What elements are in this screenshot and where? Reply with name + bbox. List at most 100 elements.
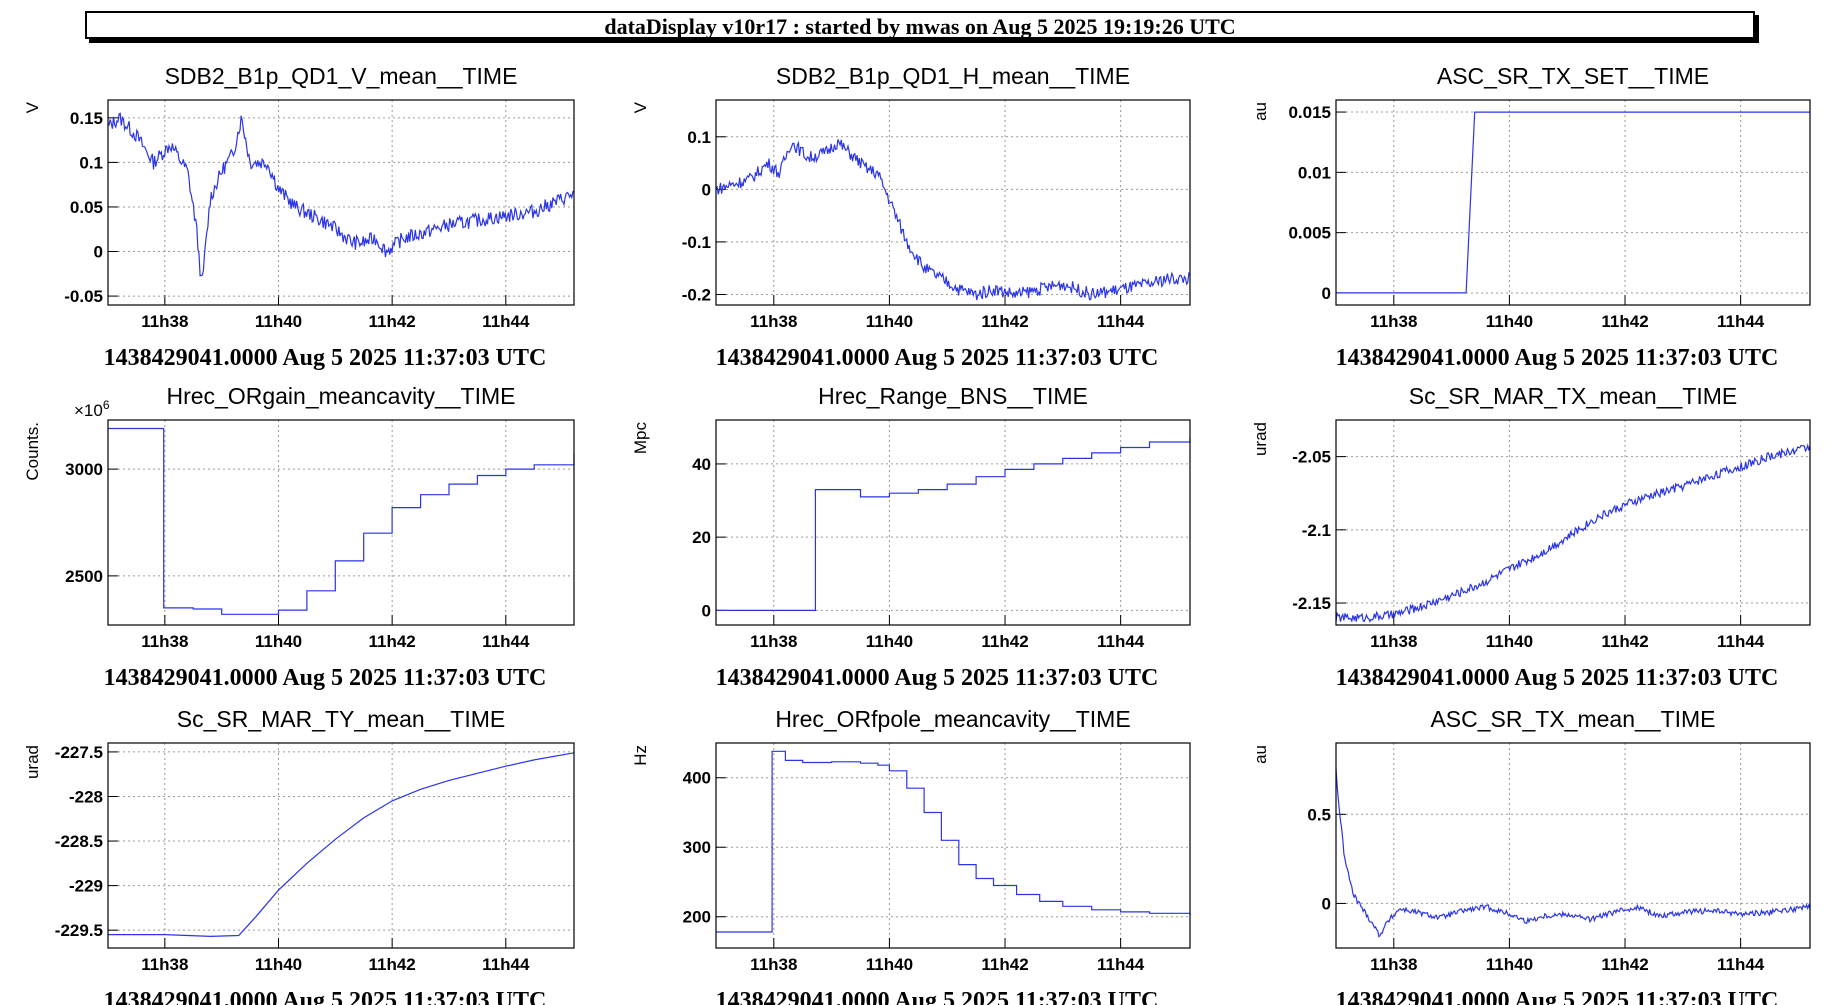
x-tick-label: 11h38 — [141, 632, 188, 651]
series-line-0 — [716, 750, 1191, 933]
plot-title: SDB2_B1p_QD1_H_mean__TIME — [776, 63, 1130, 89]
x-tick-label: 11h40 — [1486, 955, 1533, 974]
y-tick-label: -0.05 — [64, 287, 103, 306]
x-tick-label: 11h38 — [1370, 955, 1417, 974]
y-tick-label: -228 — [69, 787, 103, 806]
y-tick-label: -229 — [69, 877, 103, 896]
y-axis-title: V — [23, 101, 42, 113]
series-line-0 — [1335, 768, 1811, 938]
y-tick-label: -2.15 — [1292, 594, 1331, 613]
plot-panel-4: Hrec_Range_BNS__TIME Mpc 11h38 11h40 11h42 11… — [631, 383, 1191, 691]
plot-panel-0: SDB2_B1p_QD1_V_mean__TIME V 11h38 11h40 11h4… — [23, 63, 575, 371]
plot-timestamp: 1438429041.0000 Aug 5 2025 11:37:03 UTC — [104, 988, 547, 1005]
plot-title: Hrec_ORgain_meancavity__TIME — [167, 383, 516, 409]
y-tick-label: 0 — [1322, 894, 1331, 913]
plot-frame — [1335, 742, 1811, 949]
y-tick-label: 20 — [692, 528, 711, 547]
y-tick-label: -228.5 — [55, 832, 103, 851]
y-tick-label: -0.2 — [682, 285, 711, 304]
x-tick-label: 11h44 — [1097, 955, 1145, 974]
plot-frame — [1335, 419, 1811, 626]
plot-frame — [107, 419, 575, 626]
x-tick-label: 11h42 — [981, 632, 1028, 651]
x-tick-label: 11h38 — [1370, 632, 1417, 651]
y-tick-label: -2.05 — [1292, 448, 1331, 467]
plot-frame — [1335, 99, 1811, 306]
x-tick-label: 11h44 — [1717, 312, 1765, 331]
x-tick-label: 11h40 — [866, 632, 913, 651]
y-tick-label: 0.005 — [1288, 224, 1331, 243]
x-tick-label: 11h44 — [1717, 955, 1765, 974]
x-tick-label: 11h42 — [981, 955, 1028, 974]
x-tick-label: 11h38 — [141, 955, 188, 974]
y-tick-label: 0 — [702, 180, 711, 199]
series-line-0 — [108, 752, 575, 938]
y-tick-label: -227.5 — [55, 743, 103, 762]
plot-panel-7: Hrec_ORfpole_meancavity__TIME Hz 11h38 11h4… — [631, 706, 1191, 1005]
y-tick-label: 3000 — [65, 460, 103, 479]
y-tick-label: 400 — [683, 769, 711, 788]
y-tick-label: -229.5 — [55, 921, 103, 940]
x-tick-label: 11h44 — [482, 955, 530, 974]
y-axis-title: Hz — [631, 745, 650, 766]
x-tick-label: 11h44 — [1097, 632, 1145, 651]
y-tick-label: 0.015 — [1288, 103, 1331, 122]
y-tick-label: 200 — [683, 908, 711, 927]
x-tick-label: 11h40 — [1486, 312, 1533, 331]
plot-title: Hrec_Range_BNS__TIME — [818, 383, 1088, 409]
y-tick-label: 0.01 — [1298, 163, 1331, 182]
y-axis-title: urad — [23, 745, 42, 779]
y-tick-label: -0.1 — [682, 233, 711, 252]
plot-panel-1: SDB2_B1p_QD1_H_mean__TIME V 11h38 11h40 11h4… — [631, 63, 1191, 371]
x-tick-label: 11h42 — [369, 312, 416, 331]
app-title-banner: dataDisplay v10r17 : started by mwas on … — [85, 11, 1755, 39]
y-tick-label: 40 — [692, 455, 711, 474]
plot-frame — [107, 742, 575, 949]
plot-timestamp: 1438429041.0000 Aug 5 2025 11:37:03 UTC — [1336, 665, 1779, 691]
plot-timestamp: 1438429041.0000 Aug 5 2025 11:37:03 UTC — [716, 345, 1159, 371]
y-axis-title: Mpc — [631, 422, 650, 455]
plot-title: Sc_SR_MAR_TY_mean__TIME — [177, 706, 506, 732]
plot-frame — [107, 99, 575, 306]
axis-multiplier: ×106 — [74, 398, 110, 420]
x-tick-label: 11h44 — [482, 312, 530, 331]
y-axis-title: au — [1251, 745, 1270, 764]
series-line-0 — [1336, 111, 1810, 294]
x-tick-label: 11h44 — [1717, 632, 1765, 651]
x-tick-label: 11h42 — [1601, 955, 1648, 974]
plot-timestamp: 1438429041.0000 Aug 5 2025 11:37:03 UTC — [1336, 988, 1779, 1005]
x-tick-label: 11h42 — [369, 632, 416, 651]
x-tick-label: 11h38 — [750, 312, 797, 331]
x-tick-label: 11h38 — [141, 312, 188, 331]
plot-title: SDB2_B1p_QD1_V_mean__TIME — [165, 63, 518, 89]
axis-multiplier-base: ×10 — [74, 401, 103, 420]
plot-title: Sc_SR_MAR_TX_mean__TIME — [1409, 383, 1738, 409]
series-line-0 — [716, 438, 1191, 611]
y-tick-label: 0.1 — [687, 128, 711, 147]
plot-timestamp: 1438429041.0000 Aug 5 2025 11:37:03 UTC — [104, 345, 547, 371]
plot-frame — [715, 419, 1191, 626]
plot-title: ASC_SR_TX_mean__TIME — [1430, 706, 1715, 732]
plot-timestamp: 1438429041.0000 Aug 5 2025 11:37:03 UTC — [1336, 345, 1779, 371]
x-tick-label: 11h42 — [1601, 312, 1648, 331]
y-tick-label: -2.1 — [1302, 521, 1331, 540]
y-tick-label: 0 — [1322, 284, 1331, 303]
plot-frame — [715, 742, 1191, 949]
x-tick-label: 11h40 — [866, 312, 913, 331]
x-tick-label: 11h44 — [1097, 312, 1145, 331]
axis-multiplier-exponent: 6 — [103, 398, 110, 412]
x-tick-label: 11h38 — [1370, 312, 1417, 331]
x-tick-label: 11h38 — [750, 632, 797, 651]
y-tick-label: 0 — [702, 601, 711, 620]
x-tick-label: 11h42 — [981, 312, 1028, 331]
y-tick-label: 0.15 — [70, 109, 103, 128]
y-tick-label: 0.5 — [1307, 805, 1331, 824]
x-tick-label: 11h38 — [750, 955, 797, 974]
y-axis-title: V — [631, 101, 650, 113]
x-tick-label: 11h42 — [369, 955, 416, 974]
series-line-0 — [715, 139, 1191, 301]
